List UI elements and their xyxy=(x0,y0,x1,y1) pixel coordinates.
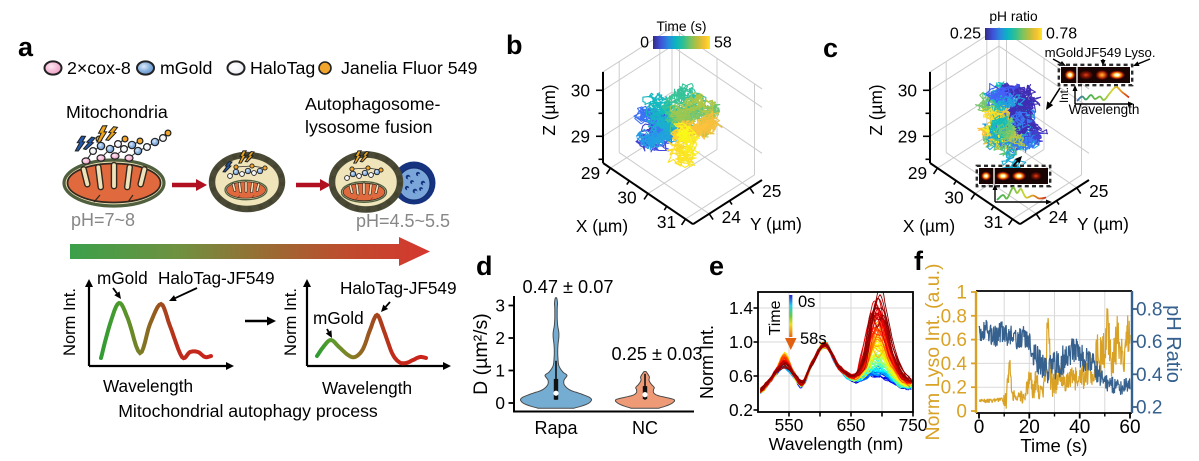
svg-text:650: 650 xyxy=(837,415,866,435)
svg-text:a: a xyxy=(18,32,34,62)
svg-text:pH=7~8: pH=7~8 xyxy=(71,210,135,230)
svg-text:0s: 0s xyxy=(798,293,815,311)
svg-text:Wavelength (nm): Wavelength (nm) xyxy=(769,434,904,454)
svg-text:0.25: 0.25 xyxy=(950,26,981,43)
svg-text:0: 0 xyxy=(956,402,967,423)
svg-text:mGold: mGold xyxy=(313,308,364,328)
svg-text:Wavelength: Wavelength xyxy=(103,376,193,396)
svg-text:Time (s): Time (s) xyxy=(1020,435,1087,456)
svg-text:c: c xyxy=(823,33,838,63)
svg-text:Norm Int.: Norm Int. xyxy=(697,325,717,399)
svg-text:58: 58 xyxy=(714,35,732,52)
svg-text:pH=4.5~5.5: pH=4.5~5.5 xyxy=(356,211,450,231)
svg-text:20: 20 xyxy=(1019,417,1040,438)
svg-text:b: b xyxy=(506,30,523,60)
svg-text:60: 60 xyxy=(1119,417,1140,438)
svg-text:mGold: mGold xyxy=(1045,45,1084,60)
svg-text:mGold: mGold xyxy=(97,268,148,288)
svg-text:2: 2 xyxy=(495,328,505,348)
svg-text:750: 750 xyxy=(899,415,928,435)
svg-text:0.6: 0.6 xyxy=(941,330,967,351)
svg-text:3: 3 xyxy=(495,296,505,316)
svg-text:Janelia Fluor 549: Janelia Fluor 549 xyxy=(341,58,478,78)
svg-text:1: 1 xyxy=(495,361,505,381)
svg-text:29: 29 xyxy=(898,126,917,146)
svg-text:0.47 ± 0.07: 0.47 ± 0.07 xyxy=(523,277,614,297)
svg-text:1.0: 1.0 xyxy=(729,332,753,352)
svg-text:40: 40 xyxy=(1069,417,1090,438)
svg-text:30: 30 xyxy=(898,80,917,100)
svg-text:25: 25 xyxy=(1089,181,1108,201)
svg-text:NC: NC xyxy=(632,418,658,438)
svg-text:Norm Int.: Norm Int. xyxy=(282,288,300,356)
svg-text:f: f xyxy=(914,246,924,276)
svg-text:29: 29 xyxy=(908,163,927,183)
svg-text:0.8: 0.8 xyxy=(941,306,967,327)
svg-text:29: 29 xyxy=(581,163,600,183)
svg-text:0.6: 0.6 xyxy=(1136,332,1162,353)
svg-text:e: e xyxy=(709,251,724,281)
svg-text:30: 30 xyxy=(617,188,636,208)
svg-text:HaloTag-JF549: HaloTag-JF549 xyxy=(340,278,457,298)
svg-text:24: 24 xyxy=(722,207,742,227)
svg-text:0: 0 xyxy=(974,417,985,438)
svg-text:550: 550 xyxy=(775,415,804,435)
svg-text:lysosome fusion: lysosome fusion xyxy=(305,117,433,137)
svg-text:HaloTag-JF549: HaloTag-JF549 xyxy=(158,268,275,288)
svg-text:pH ratio: pH ratio xyxy=(989,9,1038,24)
svg-text:0.78: 0.78 xyxy=(1046,26,1077,43)
svg-text:Time: Time xyxy=(767,300,784,335)
svg-text:Mitochondrial autophagy proces: Mitochondrial autophagy process xyxy=(118,401,378,421)
svg-text:0.4: 0.4 xyxy=(1136,365,1163,386)
svg-text:24: 24 xyxy=(1049,207,1069,227)
svg-text:0.8: 0.8 xyxy=(1136,300,1162,321)
svg-text:Y (µm): Y (µm) xyxy=(750,214,802,234)
svg-text:D (µm²/s): D (µm²/s) xyxy=(470,313,492,395)
svg-text:Y (µm): Y (µm) xyxy=(1077,214,1129,234)
svg-text:Autophagosome-: Autophagosome- xyxy=(305,94,441,114)
svg-text:58s: 58s xyxy=(800,330,827,348)
svg-text:31: 31 xyxy=(657,212,676,232)
svg-text:1: 1 xyxy=(956,283,967,304)
svg-text:0.2: 0.2 xyxy=(729,400,753,420)
svg-text:pH Ratio: pH Ratio xyxy=(1162,305,1184,383)
svg-text:Norm Lyso Int. (a.u.): Norm Lyso Int. (a.u.) xyxy=(922,264,944,441)
svg-text:Rapa: Rapa xyxy=(534,418,578,438)
svg-text:Lyso.: Lyso. xyxy=(1124,45,1155,60)
svg-text:X (µm): X (µm) xyxy=(576,216,628,236)
svg-text:Int.: Int. xyxy=(1059,87,1071,103)
svg-text:30: 30 xyxy=(944,188,963,208)
svg-text:2×cox-8: 2×cox-8 xyxy=(67,58,131,78)
svg-text:0: 0 xyxy=(640,35,649,52)
svg-text:Time (s): Time (s) xyxy=(656,19,706,34)
svg-text:0.2: 0.2 xyxy=(941,378,967,399)
svg-text:Wavelength: Wavelength xyxy=(322,378,412,398)
svg-text:0.25 ± 0.03: 0.25 ± 0.03 xyxy=(612,344,703,364)
svg-text:d: d xyxy=(476,251,493,281)
svg-text:Z (µm): Z (µm) xyxy=(866,84,886,135)
svg-text:29: 29 xyxy=(571,126,590,146)
svg-text:Wavelength: Wavelength xyxy=(1069,102,1140,117)
svg-text:25: 25 xyxy=(762,181,781,201)
svg-text:Norm Int.: Norm Int. xyxy=(61,288,79,356)
svg-text:HaloTag: HaloTag xyxy=(250,58,315,78)
svg-text:0.6: 0.6 xyxy=(729,366,753,386)
svg-text:0.4: 0.4 xyxy=(941,354,968,375)
svg-text:0: 0 xyxy=(495,393,505,413)
svg-text:30: 30 xyxy=(571,80,590,100)
svg-text:X (µm): X (µm) xyxy=(903,216,955,236)
svg-text:1.4: 1.4 xyxy=(729,298,753,318)
svg-text:mGold: mGold xyxy=(160,58,212,78)
svg-text:31: 31 xyxy=(984,212,1003,232)
svg-text:Z (µm): Z (µm) xyxy=(539,84,559,135)
svg-text:JF549: JF549 xyxy=(1085,45,1122,60)
svg-text:Mitochondria: Mitochondria xyxy=(66,102,168,122)
svg-text:0.2: 0.2 xyxy=(1136,398,1162,419)
